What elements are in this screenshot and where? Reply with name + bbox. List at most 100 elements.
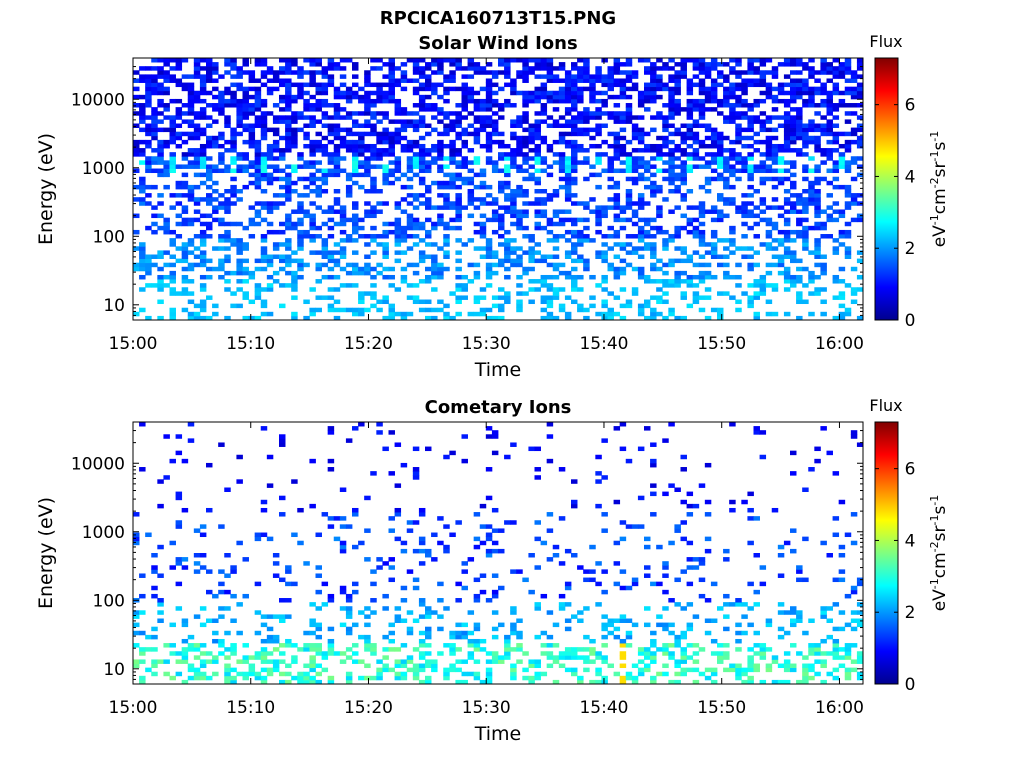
heatmap-cell [656, 115, 663, 120]
heatmap-cell [619, 225, 627, 231]
x-ticks: 15:00 15:10 15:20 15:30 15:40 15:50 16:00 [109, 58, 864, 354]
heatmap-cell [735, 638, 742, 644]
heatmap-cell [595, 127, 602, 133]
heatmap-cell [856, 156, 864, 161]
heatmap-cell [321, 274, 329, 280]
heatmap-cell [315, 626, 322, 632]
heatmap-cell [425, 103, 432, 108]
heatmap-cell [498, 168, 505, 174]
heatmap-cell [777, 176, 785, 182]
heatmap-cell [522, 667, 529, 673]
heatmap-cell [504, 103, 511, 108]
heatmap-cell [193, 127, 201, 133]
heatmap-cell [534, 160, 541, 165]
heatmap-cell [686, 189, 694, 194]
heatmap-cell [644, 229, 651, 235]
heatmap-cell [595, 221, 602, 227]
heatmap-cell [181, 184, 189, 190]
heatmap-cell [181, 58, 189, 63]
heatmap-cell [522, 176, 529, 182]
heatmap-cell [674, 229, 681, 235]
heatmap-cell [826, 94, 833, 100]
heatmap-cell [844, 139, 852, 145]
heatmap-cell [765, 143, 773, 149]
heatmap-cell [157, 90, 164, 96]
heatmap-cell [534, 225, 541, 231]
heatmap-cell [710, 679, 718, 685]
heatmap-cell [850, 74, 858, 79]
heatmap-cell [218, 442, 225, 447]
heatmap-cell [723, 238, 730, 243]
heatmap-cell [473, 160, 481, 165]
heatmap-cell [406, 311, 414, 317]
heatmap-cell [425, 610, 432, 615]
heatmap-cell [364, 189, 371, 194]
heatmap-cell [418, 238, 426, 243]
heatmap-cell [607, 156, 614, 161]
heatmap-cell [315, 160, 322, 165]
heatmap-cell [412, 111, 420, 116]
heatmap-cell [528, 127, 535, 133]
heatmap-cell [163, 86, 170, 92]
heatmap-cell [272, 139, 280, 145]
heatmap-cell [260, 659, 268, 664]
heatmap-cell [625, 94, 633, 100]
heatmap-cell [491, 209, 499, 214]
heatmap-cell [729, 225, 736, 231]
heatmap-cell [735, 246, 742, 251]
heatmap-cell [832, 250, 840, 255]
heatmap-cell [364, 82, 371, 88]
heatmap-cell [139, 573, 146, 578]
heatmap-cell [589, 78, 596, 83]
heatmap-cell [808, 135, 815, 141]
heatmap-cell [619, 127, 627, 133]
heatmap-cell [467, 238, 475, 243]
heatmap-cell [717, 82, 724, 88]
heatmap-cell [644, 90, 651, 96]
heatmap-cell [796, 58, 803, 63]
heatmap-cell [133, 148, 140, 153]
heatmap-cell [321, 172, 329, 178]
heatmap-cell [285, 135, 292, 141]
heatmap-cell [236, 197, 243, 202]
heatmap-cell [601, 475, 608, 480]
heatmap-cell [510, 103, 517, 108]
heatmap-cell [388, 311, 395, 317]
heatmap-cell [625, 205, 633, 210]
heatmap-cell [741, 115, 748, 120]
heatmap-cell [844, 234, 852, 239]
heatmap-cell [285, 225, 292, 231]
heatmap-cell [802, 630, 809, 636]
heatmap-cell [552, 262, 560, 268]
heatmap-cell [157, 610, 164, 615]
heatmap-cell [814, 176, 821, 182]
heatmap-cell [388, 667, 395, 673]
heatmap-cell [139, 422, 146, 427]
heatmap-cell [729, 82, 736, 88]
heatmap-cell [242, 315, 249, 321]
heatmap-cell [838, 544, 846, 550]
heatmap-cell [564, 139, 572, 145]
heatmap-cell [650, 643, 657, 648]
heatmap-cell [418, 250, 426, 255]
heatmap-cell [741, 98, 748, 104]
heatmap-cell [376, 82, 383, 88]
heatmap-cell [175, 213, 183, 219]
heatmap-cell [613, 205, 621, 210]
heatmap-cell [759, 139, 767, 145]
heatmap-cell [364, 675, 371, 681]
heatmap-cell [279, 156, 286, 161]
heatmap-cell [291, 581, 298, 587]
heatmap-cell [783, 663, 791, 669]
heatmap-cell [315, 651, 322, 656]
heatmap-cell [625, 115, 633, 120]
heatmap-cell [315, 225, 322, 231]
heatmap-cell [443, 197, 450, 202]
heatmap-cell [382, 98, 389, 104]
heatmap-cell [364, 74, 371, 79]
heatmap-cell [431, 258, 438, 264]
heatmap-cell [175, 115, 183, 120]
heatmap-cell [352, 643, 359, 648]
heatmap-cell [418, 638, 426, 644]
heatmap-cell [838, 209, 846, 214]
